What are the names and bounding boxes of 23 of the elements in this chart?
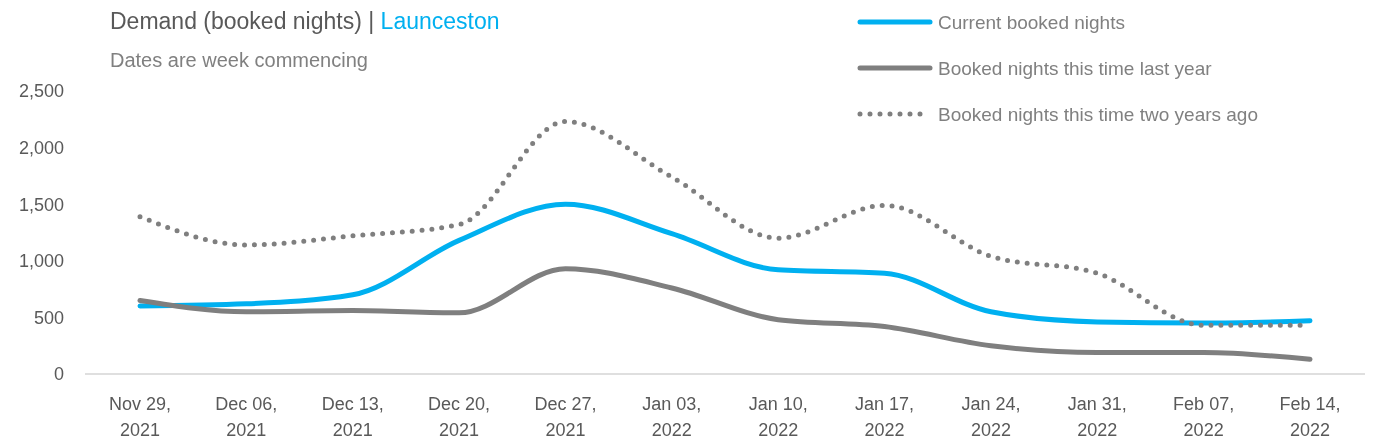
x-tick-label: Jan 10, 2022 [748, 394, 808, 440]
y-tick-label: 500 [33, 307, 64, 328]
x-tick-label: Dec 13, 2021 [321, 394, 384, 440]
legend-label: Booked nights this time last year [938, 57, 1213, 79]
x-tick-label: Dec 06, 2021 [215, 394, 278, 440]
x-tick-label: Jan 31, 2022 [1067, 394, 1127, 440]
legend-label: Current booked nights [938, 11, 1125, 33]
x-tick-label: Nov 29, 2021 [108, 394, 172, 440]
chart-subtitle: Dates are week commencing [110, 49, 368, 71]
x-tick-label: Dec 27, 2021 [534, 394, 597, 440]
x-tick-label: Feb 07, 2022 [1173, 394, 1235, 440]
x-tick-label: Jan 17, 2022 [855, 394, 915, 440]
x-tick-label: Jan 24, 2022 [961, 394, 1021, 440]
legend-label: Booked nights this time two years ago [938, 103, 1259, 125]
x-tick-label: Jan 03, 2022 [642, 394, 702, 440]
y-tick-label: 1,500 [18, 194, 64, 215]
y-tick-label: 2,000 [18, 137, 64, 158]
y-tick-label: 0 [53, 364, 64, 385]
chart-title: Demand (booked nights) | Launceston [110, 8, 500, 34]
x-tick-label: Dec 20, 2021 [428, 394, 491, 440]
y-tick-label: 2,500 [18, 81, 64, 102]
x-tick-label: Feb 14, 2022 [1279, 394, 1341, 440]
y-tick-label: 1,000 [18, 251, 64, 272]
